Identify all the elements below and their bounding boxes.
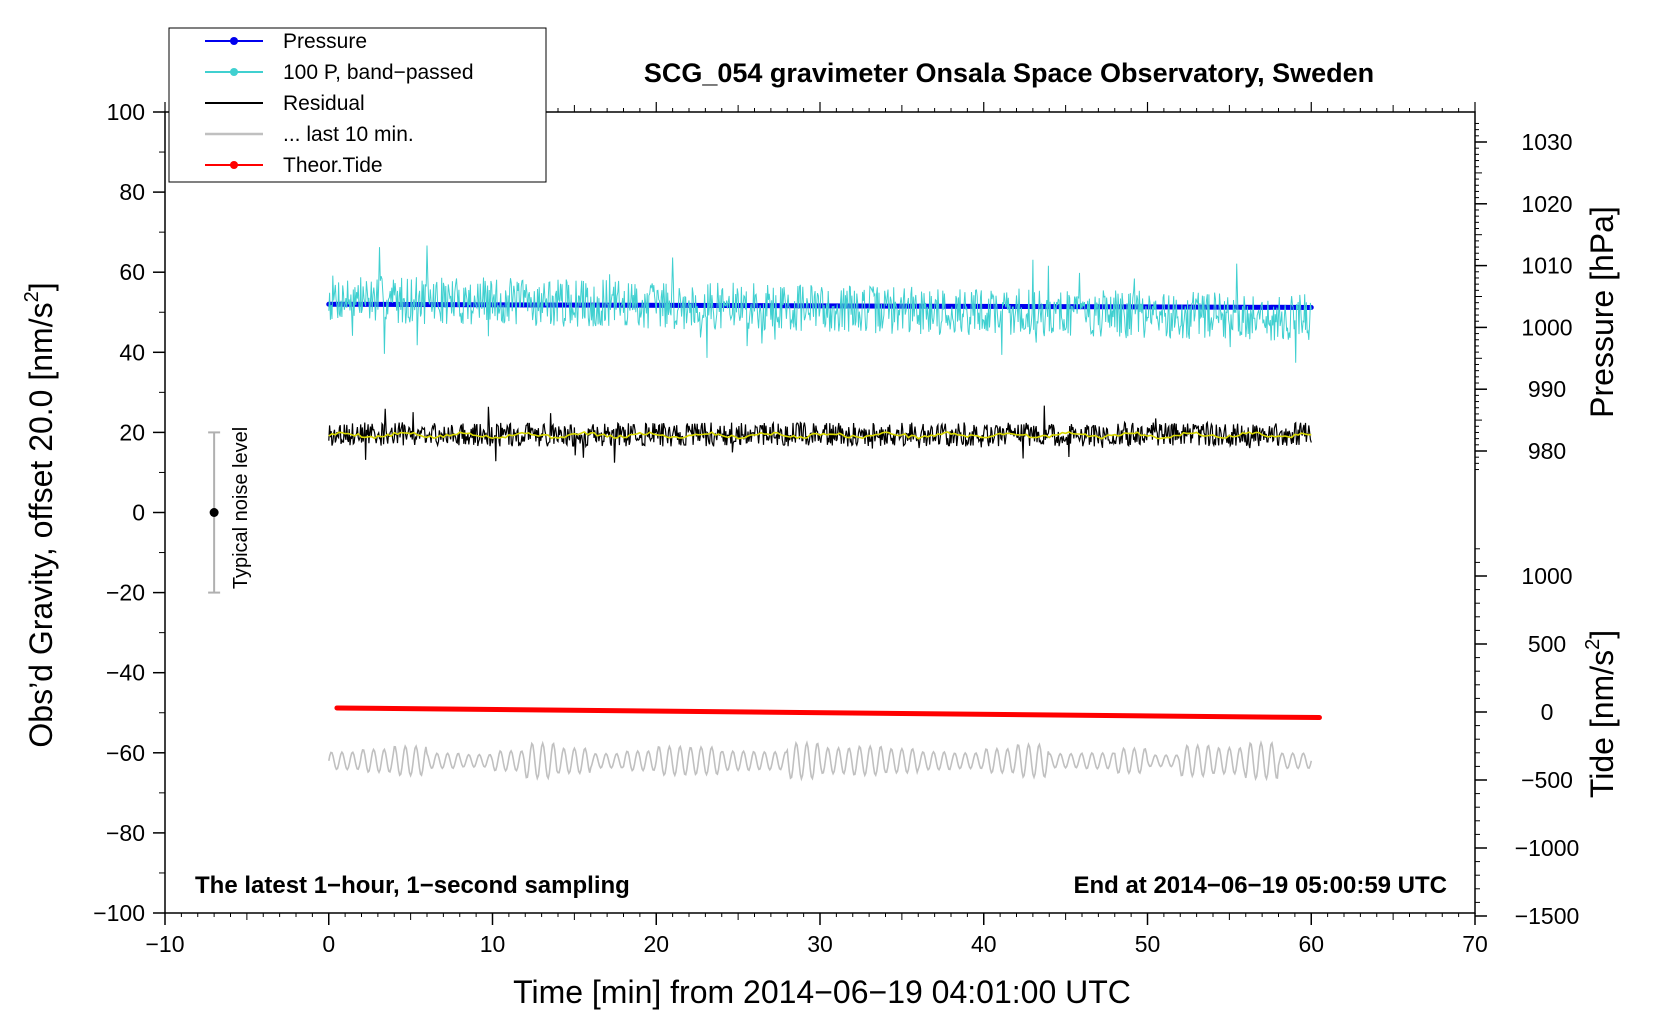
y-left-tick-label: 20 [119, 419, 145, 445]
x-tick-label: 60 [1298, 931, 1324, 957]
y-left-tick-label: 80 [119, 179, 145, 205]
y-left-tick-label: −60 [106, 740, 145, 766]
legend-box [168, 27, 547, 183]
y-pressure-tick-label: 1000 [1521, 314, 1572, 340]
y-tide-tick-label: −500 [1521, 767, 1573, 793]
x-tick-label: 40 [971, 931, 997, 957]
y-tide-axis-title: Tide [nm/s2] [1582, 630, 1620, 798]
y-left-axis-title: Obs’d Gravity, offset 20.0 [nm/s2] [21, 282, 59, 747]
noise-bar-center [209, 508, 219, 517]
legend-marker [230, 37, 238, 45]
series-line-4 [328, 739, 1313, 782]
y-left-tick-label: 0 [132, 500, 145, 526]
y-tide-tick-label: 500 [1528, 631, 1566, 657]
legend-label: Pressure [283, 30, 367, 53]
y-tide-tick-label: 1000 [1521, 563, 1572, 589]
y-pressure-tick-label: 1010 [1521, 253, 1572, 279]
noise-level-label: Typical noise level [230, 427, 252, 589]
x-tick-label: 50 [1135, 931, 1161, 957]
y-left-tick-label: −80 [106, 820, 145, 846]
y-pressure-axis-title: Pressure [hPa] [1584, 206, 1620, 418]
ticks-layer: −10 0 10 20 30 40 50 60 70100806040200−20−40−60−… [93, 99, 1579, 957]
y-left-tick-label: −20 [106, 580, 145, 606]
plot-frame [164, 111, 1476, 914]
legend-label: Residual [283, 92, 365, 115]
legend-label: ... last 10 min. [283, 123, 414, 146]
legend-label: Theor.Tide [283, 154, 383, 177]
x-axis-title: Time [min] from 2014−06−19 04:01:00 UTC [513, 974, 1131, 1010]
legend-marker [230, 161, 238, 169]
y-tide-tick-label: −1500 [1515, 903, 1580, 929]
y-left-tick-label: 60 [119, 259, 145, 285]
legend-marker [230, 68, 238, 76]
y-tide-tick-label: 0 [1541, 699, 1554, 725]
series-line-5 [334, 705, 1322, 721]
x-tick-label: −10 [145, 931, 184, 957]
x-tick-label: 30 [807, 931, 833, 957]
x-tick-label: 70 [1462, 931, 1488, 957]
x-tick-label: 10 [480, 931, 506, 957]
x-tick-label: 20 [643, 931, 669, 957]
y-left-tick-label: −100 [93, 900, 145, 926]
annotation-end-time: End at 2014−06−19 05:00:59 UTC [1073, 872, 1447, 899]
series-layer [326, 245, 1322, 782]
x-tick-label: 0 [322, 931, 335, 957]
y-pressure-tick-label: 1030 [1521, 129, 1572, 155]
y-left-tick-label: 100 [107, 99, 145, 125]
y-left-tick-label: 40 [119, 339, 145, 365]
series-line-2 [328, 405, 1312, 463]
y-pressure-tick-label: 980 [1528, 438, 1566, 464]
y-tide-tick-label: −1000 [1515, 835, 1580, 861]
noise-level-bar [208, 431, 221, 594]
y-pressure-tick-label: 990 [1528, 376, 1566, 402]
series-line-3 [328, 430, 1312, 440]
annotation-sampling: The latest 1−hour, 1−second sampling [195, 872, 630, 899]
y-left-tick-label: −40 [106, 660, 145, 686]
legend: Pressure 100 P, band−passed Residual ... la… [168, 27, 547, 183]
legend-label: 100 P, band−passed [283, 61, 474, 84]
y-pressure-tick-label: 1020 [1521, 191, 1572, 217]
chart-title: SCG_054 gravimeter Onsala Space Observat… [644, 58, 1374, 88]
series-line-1 [328, 245, 1312, 363]
